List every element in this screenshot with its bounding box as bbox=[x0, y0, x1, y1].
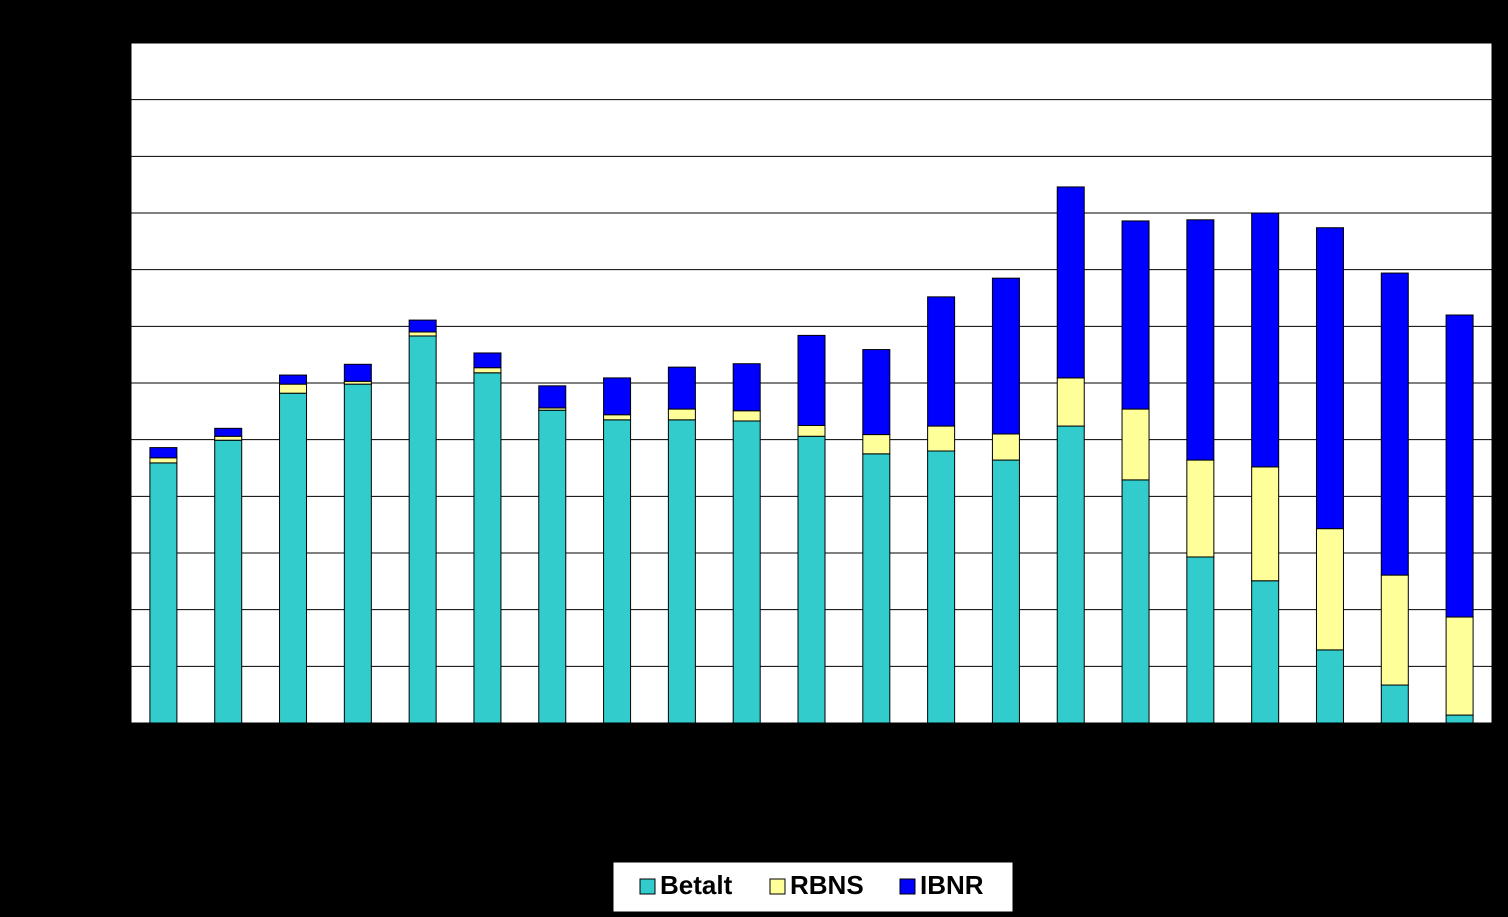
bar-segment bbox=[667, 408, 696, 421]
bar-segment bbox=[1315, 227, 1344, 530]
bar-segment bbox=[991, 277, 1020, 435]
bar-segment bbox=[1121, 408, 1150, 481]
bar-segment bbox=[343, 363, 372, 382]
bar-segment bbox=[408, 319, 437, 333]
bar-segment bbox=[1380, 684, 1409, 724]
bar-segment bbox=[991, 433, 1020, 461]
bar-segment bbox=[732, 420, 761, 724]
legend-swatch bbox=[639, 878, 656, 895]
bar-segment bbox=[149, 457, 178, 464]
bar-segment bbox=[538, 409, 567, 724]
bar-segment bbox=[214, 427, 243, 437]
bar-segment bbox=[343, 383, 372, 724]
bar-segment bbox=[279, 383, 308, 394]
legend-label: RBNS bbox=[790, 870, 864, 900]
bar-segment bbox=[667, 366, 696, 410]
bar-segment bbox=[1056, 425, 1085, 724]
bar-segment bbox=[1445, 616, 1474, 716]
bar-segment bbox=[1186, 459, 1215, 558]
bar-segment bbox=[797, 425, 826, 437]
bar-segment bbox=[1251, 212, 1280, 468]
bar-segment bbox=[1121, 220, 1150, 410]
legend-label: IBNR bbox=[920, 870, 984, 900]
bar-segment bbox=[279, 374, 308, 385]
bar-segment bbox=[1056, 377, 1085, 427]
bar-segment bbox=[862, 453, 891, 724]
bar-segment bbox=[603, 377, 632, 416]
bar-segment bbox=[1380, 574, 1409, 686]
bar-segment bbox=[1315, 649, 1344, 724]
bar-segment bbox=[1186, 556, 1215, 724]
bar-segment bbox=[862, 434, 891, 455]
bar-segment bbox=[1056, 186, 1085, 379]
bar-segment bbox=[473, 352, 502, 369]
bar-segment bbox=[1251, 580, 1280, 724]
bar-segment bbox=[667, 419, 696, 724]
bar-segment bbox=[149, 462, 178, 724]
bar-segment bbox=[732, 363, 761, 412]
bar-segment bbox=[1186, 219, 1215, 461]
bar-segment bbox=[1251, 466, 1280, 582]
legend bbox=[612, 861, 1014, 913]
bar-segment bbox=[927, 450, 956, 724]
bar-segment bbox=[1380, 272, 1409, 576]
bar-segment bbox=[1445, 314, 1474, 618]
bar-segment bbox=[862, 349, 891, 436]
bar-segment bbox=[1445, 714, 1474, 724]
bar-segment bbox=[1315, 528, 1344, 651]
bar-segment bbox=[214, 439, 243, 724]
bar-segment bbox=[149, 447, 178, 459]
bar-segment bbox=[732, 410, 761, 422]
legend-swatch bbox=[769, 878, 786, 895]
bar-segment bbox=[538, 385, 567, 409]
bar-segment bbox=[603, 414, 632, 421]
legend-swatch bbox=[899, 878, 916, 895]
bar-segment bbox=[1121, 479, 1150, 724]
bar-segment bbox=[408, 331, 437, 337]
bar-segment bbox=[408, 335, 437, 724]
bar-segment bbox=[603, 419, 632, 724]
bar-segment bbox=[927, 425, 956, 452]
bar-segment bbox=[991, 459, 1020, 724]
bar-segment bbox=[214, 435, 243, 441]
bar-segment bbox=[797, 334, 826, 426]
bar-segment bbox=[473, 367, 502, 374]
bar-segment bbox=[797, 435, 826, 724]
bar-segment bbox=[473, 372, 502, 724]
bar-segment bbox=[927, 296, 956, 427]
bar-segment bbox=[279, 392, 308, 724]
legend-label: Betalt bbox=[660, 870, 733, 900]
